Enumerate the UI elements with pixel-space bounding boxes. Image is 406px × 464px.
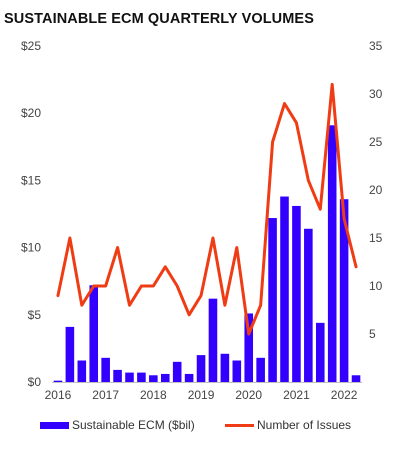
bar-q9 [149,375,158,382]
bar-q22 [304,228,313,382]
bar-q13 [196,355,206,382]
y-left-tick-label: $15 [21,173,41,187]
bar-q14 [208,298,218,382]
right-axis-ticks: 5 10 15 20 25 30 35 [369,39,383,341]
bar-q1 [53,380,63,382]
bar-series [53,125,361,383]
bar-q24 [327,125,337,383]
issues-line [56,82,358,336]
y-right-tick-label: 10 [369,279,383,293]
bar-q2 [65,326,75,382]
bar-q19 [268,218,277,382]
bar-q6 [113,369,122,382]
bar-q26 [351,375,361,382]
bar-q10 [160,373,170,382]
y-right-tick-label: 20 [369,183,383,197]
legend-label-issues: Number of Issues [257,418,352,432]
legend-swatch-line [225,423,254,427]
bar-q20 [280,196,289,382]
left-axis-ticks: $0 $5 $10 $15 $20 $25 [21,39,41,389]
legend-item-ecm: Sustainable ECM ($bil) [40,418,195,432]
legend: Sustainable ECM ($bil) Number of Issues [0,418,406,442]
y-right-tick-label: 30 [369,87,383,101]
x-axis-ticks: 2016 2017 2018 2019 2020 2021 2022 [45,388,358,402]
bar-q3 [77,360,87,382]
legend-item-issues: Number of Issues [225,418,351,432]
y-right-tick-label: 5 [369,327,376,341]
bar-q17 [244,313,254,382]
y-left-tick-label: $20 [21,106,41,120]
x-tick-label: 2020 [235,388,262,402]
bar-q15 [220,353,230,382]
y-left-tick-label: $25 [21,39,41,53]
legend-swatch-bar [40,421,69,429]
bar-q7 [125,372,134,382]
bar-q5 [101,357,110,382]
y-right-tick-label: 25 [369,135,383,149]
y-right-tick-label: 15 [369,231,383,245]
bar-q11 [172,361,182,382]
y-left-tick-label: $5 [28,308,42,322]
x-tick-label: 2017 [92,388,119,402]
bar-q21 [292,205,301,382]
x-tick-label: 2019 [188,388,215,402]
bar-q25 [339,199,349,382]
y-left-tick-label: $10 [21,241,41,255]
bar-q23 [315,322,325,382]
x-tick-label: 2018 [140,388,167,402]
x-tick-label: 2021 [283,388,310,402]
legend-label-ecm: Sustainable ECM ($bil) [72,418,195,432]
x-tick-label: 2022 [331,388,358,402]
bar-q16 [232,360,242,382]
y-left-tick-label: $0 [28,375,42,389]
y-right-tick-label: 35 [369,39,383,53]
bar-q12 [184,373,194,382]
bar-q8 [137,372,146,382]
bar-q18 [256,357,265,382]
bar-q4 [89,285,99,382]
chart-title: SUSTAINABLE ECM QUARTERLY VOLUMES [4,11,314,27]
x-tick-label: 2016 [45,388,72,402]
